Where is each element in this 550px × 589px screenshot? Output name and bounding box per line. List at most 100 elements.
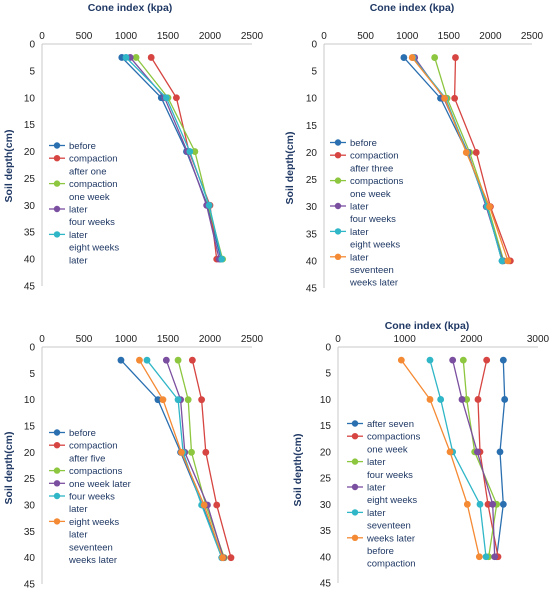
y-tick-label: 30 [320,500,332,511]
data-point [200,501,208,509]
x-tick-label: 500 [76,334,93,345]
data-point [173,94,180,102]
x-tick-label: 1000 [115,334,138,345]
data-point [459,356,467,364]
series-line-4 [165,359,225,558]
data-point [499,356,507,364]
y-tick-label: 30 [24,501,36,512]
y-tick-label: 15 [306,121,318,132]
legend-label: four weeks [69,217,115,228]
legend-marker [334,202,342,210]
y-tick-label: 15 [320,421,332,432]
x-axis-title: Cone index (kpa) [370,2,455,14]
series-line-2 [477,359,499,557]
chart-panel-2: 0 500 1000 1500 2000 2500 0 5 10 15 20 25 30 35 40 45 Co… [284,2,544,295]
x-tick-label: 1500 [157,334,180,345]
y-tick-label: 5 [311,67,317,78]
data-point [219,554,227,562]
legend-label: one week later [69,479,131,490]
data-point [397,356,405,364]
legend-label: one week [350,189,391,200]
data-point [174,356,182,364]
series-line-2 [150,57,218,260]
y-tick-label: 45 [24,282,36,293]
x-tick-label: 2500 [241,334,264,345]
series-line-4 [452,359,496,557]
x-tick-label: 0 [39,334,45,345]
y-tick-label: 15 [24,422,36,433]
legend-label: four weeks [69,492,115,503]
legend-label: later [69,530,87,541]
data-point [122,54,130,61]
series-line-2 [453,57,512,262]
legend-label: eight weeks [367,495,417,506]
series-line-1 [121,56,222,260]
legend-marker [351,509,359,516]
data-point [476,500,484,508]
legend-label: compaction [367,559,416,570]
x-tick-label: 1000 [115,31,138,42]
x-tick-label: 500 [357,31,374,42]
data-point [136,356,143,364]
x-axis-title: Cone index (kpa) [385,320,470,332]
y-tick-label: 40 [24,553,36,564]
x-tick-label: 500 [76,31,93,42]
data-point [174,396,182,404]
data-point [449,356,457,364]
y-axis-title: Soil depth(cm) [3,432,15,505]
series-line-4 [414,57,504,262]
legend-label: later [367,508,385,519]
legend-marker [351,483,359,491]
data-point [162,94,170,102]
legend-marker [53,429,61,436]
data-point [117,356,125,364]
legend-label: seventeen [69,542,113,553]
legend-label: weeks later [68,555,117,566]
legend-marker [351,534,359,541]
legend-marker [53,231,61,238]
data-point [463,396,471,403]
data-point [227,554,235,562]
x-tick-label: 2000 [460,334,483,345]
data-point [441,94,449,102]
legend-label: seventeen [350,265,394,276]
x-tick-label: 0 [335,334,341,345]
y-tick-label: 0 [325,343,331,354]
y-tick-label: 35 [320,526,332,537]
data-point [451,94,459,102]
y-tick-label: 5 [325,369,331,380]
y-tick-label: 15 [24,120,36,131]
legend-label: later [350,227,368,238]
y-tick-label: 40 [320,552,332,563]
x-tick-label: 2000 [199,31,222,42]
y-tick-label: 0 [311,40,317,51]
y-axis-title: Soil depth(cm) [3,130,15,203]
y-tick-label: 25 [24,474,36,485]
legend-marker [53,480,61,487]
y-tick-label: 40 [24,255,36,266]
data-point [147,54,155,61]
data-point [484,500,492,508]
x-tick-label: 0 [39,31,45,42]
data-point [426,356,434,364]
legend-label: later [69,504,87,515]
data-point [408,54,416,61]
legend-label: after five [69,453,105,464]
data-point [463,500,471,508]
legend-label: eight weeks [350,240,400,251]
data-point [198,396,206,404]
legend-label: eight weeks [69,517,119,528]
data-point [486,203,493,211]
legend-marker [334,253,342,260]
data-point [188,448,195,456]
y-tick-label: 10 [24,93,36,104]
legend-marker [334,139,342,146]
x-tick-label: 2000 [199,334,222,345]
data-point [178,448,185,456]
y-tick-label: 0 [29,40,35,51]
legend-label: compaction [350,151,399,162]
data-point [462,149,470,156]
data-point [191,148,199,155]
chart-panel-1: 0 500 1000 1500 2000 2500 0 5 10 15 20 25 30 35 40 45 Co… [3,2,264,293]
